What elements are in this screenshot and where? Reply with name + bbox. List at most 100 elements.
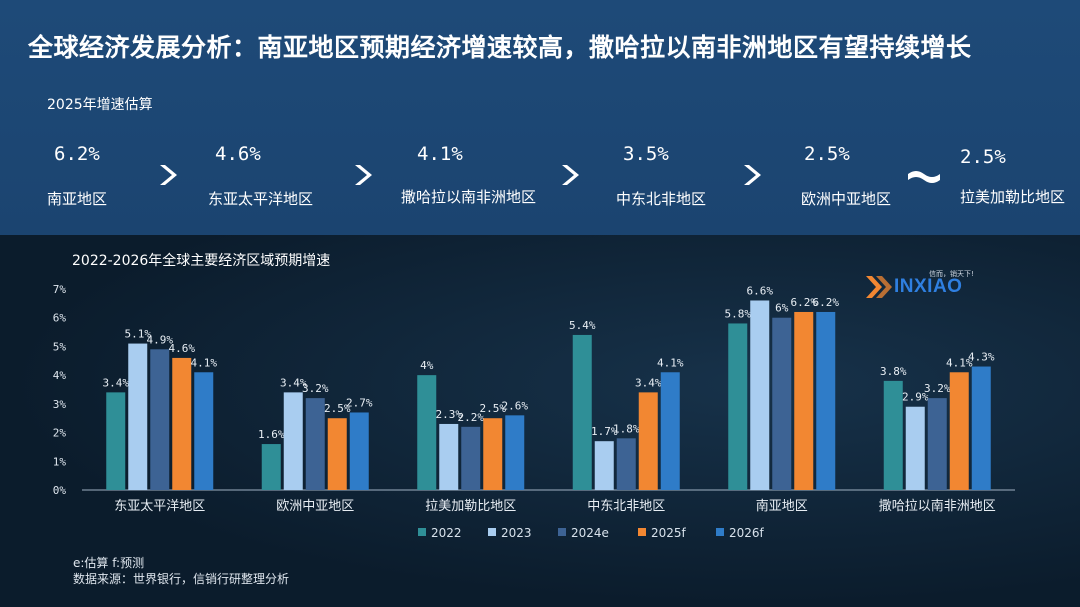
- legend-label-2024e: 2024e: [571, 526, 609, 540]
- logo-text: INXIAO: [894, 276, 963, 297]
- bar: [439, 423, 459, 490]
- x-tick-label: 中东北非地区: [587, 499, 665, 514]
- legend-item-2023: 2023: [488, 526, 532, 542]
- data-label: 4.1%: [657, 356, 684, 369]
- bar: [594, 441, 614, 490]
- bar: [728, 323, 748, 490]
- data-label: 1.6%: [258, 428, 285, 441]
- legend-label-2026f: 2026f: [729, 526, 764, 540]
- x-tick-label: 南亚地区: [756, 498, 808, 514]
- bar-chart: 0%1%2%3%4%5%6%7%3.4%5.1%4.9%4.6%4.1%东亚太平…: [53, 283, 1015, 514]
- chart-title: 2022-2026年全球主要经济区域预期增速: [72, 253, 331, 269]
- data-label: 2.2%: [458, 411, 485, 424]
- kpi-value-mena: 3.5%: [623, 143, 669, 165]
- kpi-label-lac: 拉美加勒比地区: [960, 188, 1066, 206]
- data-label: 2.7%: [346, 396, 373, 409]
- bar: [772, 317, 792, 490]
- y-tick-label: 0%: [53, 484, 67, 497]
- brand-logo: INXIAO 信而，销天下!: [864, 270, 1004, 302]
- bar: [172, 357, 192, 490]
- kpi-label-mena: 中东北非地区: [616, 190, 707, 208]
- y-tick-label: 7%: [53, 283, 67, 296]
- legend-item-2022: 2022: [418, 526, 462, 542]
- data-label: 2.9%: [902, 391, 929, 404]
- data-label: 3.2%: [302, 382, 329, 395]
- legend-swatch-2022: [418, 528, 426, 536]
- bar: [927, 398, 947, 490]
- y-tick-label: 4%: [53, 369, 67, 382]
- data-label: 4.3%: [968, 351, 995, 364]
- legend-swatch-2026f: [716, 528, 724, 536]
- y-tick-label: 2%: [53, 427, 67, 440]
- data-label: 5.4%: [569, 319, 596, 332]
- legend-swatch-2023: [488, 528, 496, 536]
- chevron-right-icon: [355, 165, 372, 185]
- legend-label-2022: 2022: [431, 526, 462, 540]
- data-label: 2.5%: [480, 402, 507, 415]
- data-label: 3.8%: [880, 365, 907, 378]
- kpi-section-title: 2025年增速估算: [47, 97, 153, 113]
- header-band: [0, 0, 1080, 235]
- data-label: 3.4%: [280, 376, 307, 389]
- data-label: 2.6%: [502, 399, 529, 412]
- bar: [128, 343, 148, 490]
- legend-swatch-2025f: [638, 528, 646, 536]
- logo-slogan: 信而，销天下!: [929, 270, 974, 278]
- bar: [106, 392, 126, 490]
- y-tick-label: 1%: [53, 455, 67, 468]
- data-label: 6.6%: [747, 284, 774, 297]
- data-label: 3.2%: [924, 382, 951, 395]
- x-tick-label: 拉美加勒比地区: [425, 499, 516, 514]
- wave-arrow-icon: [908, 171, 940, 183]
- kpi-value-eca: 2.5%: [804, 143, 850, 165]
- data-label: 4%: [420, 359, 434, 372]
- data-label: 6.2%: [791, 296, 818, 309]
- chevron-right-icon: [160, 165, 177, 185]
- data-label: 6%: [775, 302, 789, 315]
- bar: [660, 372, 680, 490]
- data-label: 6.2%: [813, 296, 840, 309]
- bar: [305, 398, 325, 490]
- legend-item-2024e: 2024e: [558, 526, 609, 542]
- x-tick-label: 东亚太平洋地区: [114, 499, 205, 514]
- kpi-value-south-asia: 6.2%: [54, 143, 100, 165]
- y-tick-label: 5%: [53, 340, 67, 353]
- kpi-label-south-asia: 南亚地区: [47, 190, 108, 208]
- legend-label-2025f: 2025f: [651, 526, 686, 540]
- bar: [261, 444, 281, 490]
- footnotes: e:估算 f:预测 数据来源：世界银行，信销行研整理分析: [73, 555, 289, 587]
- kpi-label-eca: 欧洲中亚地区: [801, 190, 892, 208]
- data-label: 3.4%: [635, 376, 662, 389]
- bar: [349, 412, 369, 490]
- footnote-source: 数据来源：世界银行，信销行研整理分析: [73, 572, 290, 586]
- data-label: 4.1%: [946, 356, 973, 369]
- data-label: 5.1%: [125, 328, 152, 341]
- x-tick-label: 欧洲中亚地区: [276, 499, 354, 514]
- legend-item-2026f: 2026f: [716, 526, 764, 542]
- bar: [417, 375, 437, 490]
- bar: [750, 300, 770, 490]
- data-label: 5.8%: [725, 307, 752, 320]
- kpi-label-ssa: 撒哈拉以南非洲地区: [401, 188, 537, 206]
- bar: [194, 372, 214, 490]
- bar: [150, 349, 170, 490]
- data-label: 1.7%: [591, 425, 618, 438]
- logo-mark-icon: [866, 276, 892, 298]
- legend-label-2023: 2023: [501, 526, 532, 540]
- bar: [616, 438, 636, 490]
- data-label: 4.9%: [147, 333, 174, 346]
- data-label: 3.4%: [103, 376, 130, 389]
- bar: [816, 311, 836, 490]
- bar: [949, 372, 969, 490]
- legend-swatch-2024e: [558, 528, 566, 536]
- kpi-value-lac: 2.5%: [960, 146, 1006, 168]
- chevron-right-icon: [562, 165, 579, 185]
- bar: [283, 392, 303, 490]
- kpi-label-east-asia: 东亚太平洋地区: [208, 190, 314, 208]
- bar: [505, 415, 525, 490]
- legend-item-2025f: 2025f: [638, 526, 686, 542]
- data-label: 4.1%: [191, 356, 218, 369]
- bar: [638, 392, 658, 490]
- page-title: 全球经济发展分析：南亚地区预期经济增速较高，撒哈拉以南非洲地区有望持续增长: [28, 33, 972, 62]
- data-label: 4.6%: [169, 342, 196, 355]
